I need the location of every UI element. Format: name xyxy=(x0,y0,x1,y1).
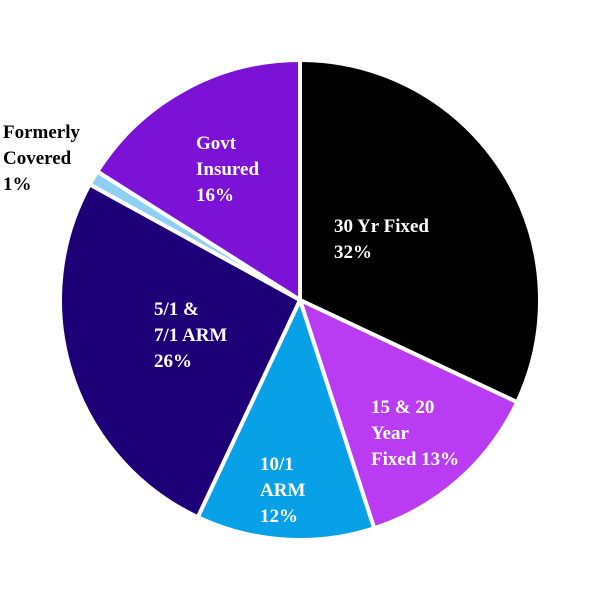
slice-label-line: 16% xyxy=(196,185,234,206)
slice-label-30yr-fixed: 30 Yr Fixed 32% xyxy=(334,216,429,263)
pie-slice-15-20-year-fixed xyxy=(298,298,520,531)
slice-label-line: Govt xyxy=(196,133,237,154)
slice-label-line: ARM xyxy=(260,480,305,501)
slice-label-15-20-year-fixed: 15 & 20 Year Fixed 13% xyxy=(371,397,459,470)
slice-label-10-1-arm: 10/1 ARM 12% xyxy=(260,454,305,527)
pie-slice-30yr-fixed xyxy=(298,58,542,405)
pie-slices xyxy=(58,58,542,542)
slice-label-line: 10/1 xyxy=(260,454,294,475)
slice-label-line: 1% xyxy=(3,174,32,195)
slice-label-line: 30 Yr Fixed xyxy=(334,216,429,237)
slice-label-line: 5/1 & xyxy=(154,299,199,320)
slice-label-line: Covered xyxy=(3,148,72,169)
slice-label-line: Year xyxy=(371,423,410,444)
slice-label-formerly-covered: Formerly Covered 1% xyxy=(3,122,81,195)
slice-label-line: 12% xyxy=(260,506,298,527)
slice-label-line: Fixed 13% xyxy=(371,449,459,470)
slice-label-line: 7/1 ARM xyxy=(154,325,227,346)
slice-label-govt-insured: Govt Insured 16% xyxy=(196,133,259,206)
pie-slice-10-1-arm xyxy=(195,298,377,542)
slice-label-5-1-7-1-arm: 5/1 & 7/1 ARM 26% xyxy=(154,299,227,372)
slice-label-line: Insured xyxy=(196,159,259,180)
pie-slice-govt-insured xyxy=(95,58,302,302)
slice-label-line: 15 & 20 xyxy=(371,397,434,418)
slice-label-line: Formerly xyxy=(3,122,81,143)
slice-label-line: 32% xyxy=(334,242,372,263)
pie-labels: 30 Yr Fixed 32% 15 & 20 Year Fixed 13% 10/1 AR… xyxy=(3,122,459,527)
slice-label-line: 26% xyxy=(154,351,192,372)
